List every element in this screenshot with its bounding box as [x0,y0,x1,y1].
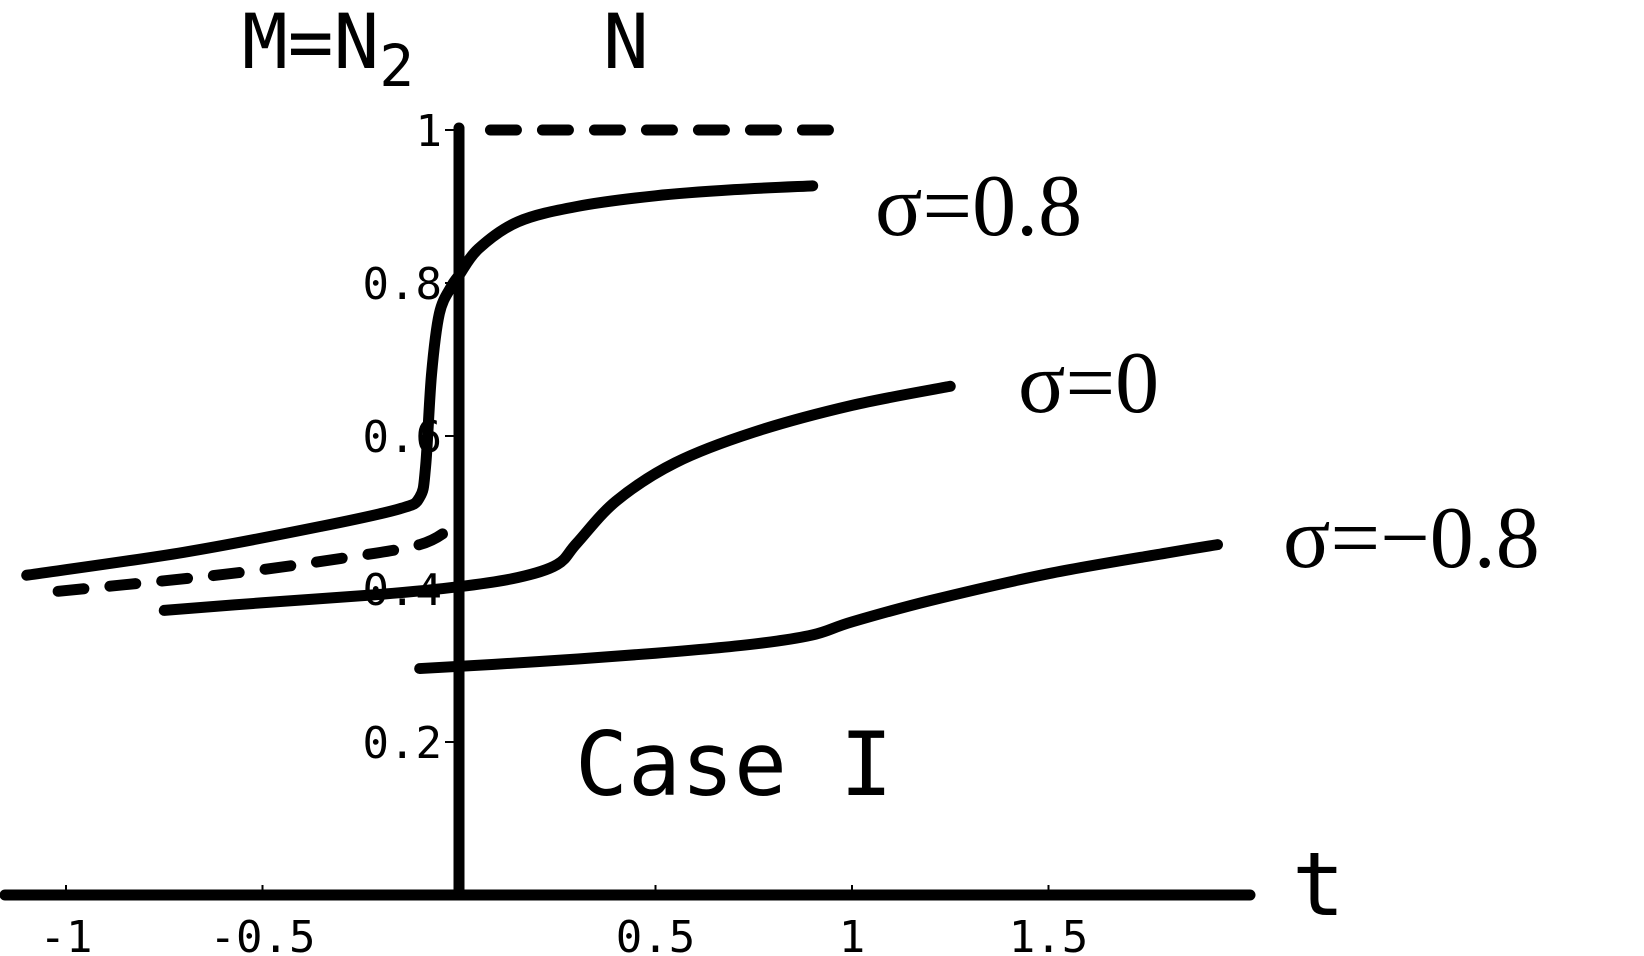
series-curve-2 [414,539,1223,675]
x-tick-label: 1 [839,912,866,956]
y-tick-label: 0.2 [363,718,442,769]
x-tick-label: 1.5 [1009,912,1088,956]
series-layer [21,124,1223,675]
y-tick-label: 0.8 [363,259,442,310]
x-axis-title: t [1292,833,1345,936]
series-curve-0 [21,180,819,581]
case-annotation: Case I [575,713,893,816]
y-tick-label: 0.6 [363,412,442,463]
x-tick-label: -1 [40,912,93,956]
series-label-0: σ=0.8 [875,158,1082,255]
series-label-1: σ=0 [1018,335,1159,432]
y-tick-label: 0.4 [363,565,442,616]
y-axis-title-extra: N [603,0,649,86]
y-axis-title-sub: 2 [379,32,414,100]
x-tick-label: 0.5 [616,912,695,956]
y-axis-title-main: M=N [242,0,379,86]
series-curve-1 [158,380,956,616]
dashed-curve-3 [52,522,457,597]
y-axis-title: M=N2 N [242,0,649,100]
y-tick-label: 1 [416,106,443,157]
labels-layer: -1 -0.5 0.5 1 1.5 0.2 0.4 0.6 0.8 1 σ=0.8 σ=0 σ=−0.8… [40,0,1540,956]
x-tick-label: -0.5 [210,912,316,956]
series-label-2: σ=−0.8 [1283,490,1540,587]
